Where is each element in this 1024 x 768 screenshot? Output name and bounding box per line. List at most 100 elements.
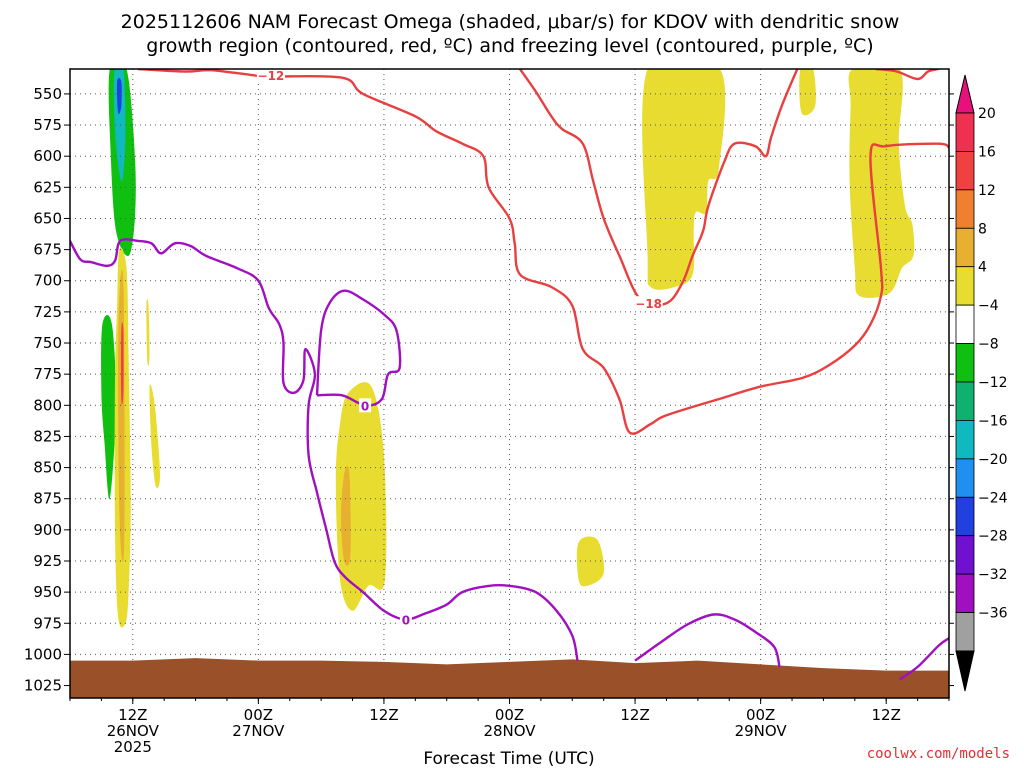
contour-snow-growth-upper-right — [875, 69, 939, 81]
colorbar-segment — [955, 227, 975, 268]
terrain-fill — [70, 658, 949, 698]
colorbar-segment — [955, 266, 975, 306]
y-tick-label: 650 — [33, 209, 62, 227]
contour-label-bg — [634, 296, 663, 311]
contour-layer — [70, 69, 949, 681]
chart-title-line-2: growth region (contoured, red, ºC) and f… — [146, 35, 873, 57]
colorbar: 20 16 12 8 4 −4 −8 −12 −16 −20 −24 −28 −32 −36 — [955, 74, 1008, 692]
contour-snow-growth-minus12 — [137, 69, 949, 435]
y-axis: 550 575 600 625 650 675 700 725 750 775 800 825 850 8… — [24, 85, 954, 695]
contour-snow-growth-minus18 — [519, 69, 799, 307]
contour-label-bg — [256, 68, 285, 83]
y-tick-label: 800 — [33, 396, 62, 414]
x-tick-label: 00Z — [495, 706, 524, 724]
colorbar-segment — [955, 381, 975, 421]
colorbar-label: 4 — [978, 260, 987, 276]
omega-region-descent-29nov-a — [642, 69, 726, 290]
y-tick-label: 625 — [33, 178, 62, 196]
y-tick-label: 600 — [33, 147, 62, 165]
y-tick-label: 700 — [33, 272, 62, 290]
y-tick-label: 725 — [33, 303, 62, 321]
chart-title-line-1: 2025112606 NAM Forecast Omega (shaded, μ… — [121, 11, 900, 33]
omega-region-descent-26nov-side — [146, 299, 150, 366]
colorbar-label: 8 — [978, 221, 987, 237]
y-tick-label: 850 — [33, 459, 62, 477]
colorbar-segment — [955, 420, 975, 460]
y-tick-label: 825 — [33, 427, 62, 445]
colorbar-label: −28 — [978, 529, 1008, 545]
y-tick-label: 975 — [33, 614, 62, 632]
colorbar-segment — [955, 151, 975, 191]
colorbar-label: −24 — [978, 490, 1008, 506]
x-tick-label: 29NOV — [735, 722, 788, 740]
omega-region-ascent-26nov-lower — [101, 314, 117, 500]
colorbar-label: −8 — [978, 337, 999, 353]
contour-label-freezing-level-loop: 0 — [361, 399, 369, 413]
plot-background — [70, 69, 949, 698]
x-tick-label: 26NOV — [107, 722, 160, 740]
colorbar-label: 16 — [978, 144, 996, 160]
omega-region-ascent-26nov-upper-peak — [116, 77, 122, 115]
colorbar-label: 12 — [978, 183, 996, 199]
colorbar-segment — [955, 343, 975, 383]
omega-region-descent-29nov-b — [799, 69, 816, 116]
y-tick-label: 575 — [33, 116, 62, 134]
y-tick-label: 750 — [33, 334, 62, 352]
y-tick-label: 925 — [33, 552, 62, 570]
omega-region-ascent-26nov-upper-core — [113, 69, 126, 182]
colorbar-segment — [955, 496, 975, 537]
contour-label-bg — [359, 398, 372, 413]
colorbar-segment — [955, 304, 975, 344]
colorbar-label: −32 — [978, 567, 1008, 583]
contour-label-snow-growth-minus12: −12 — [258, 69, 285, 83]
colorbar-label: −16 — [978, 413, 1008, 429]
x-tick-label: 00Z — [746, 706, 775, 724]
omega-shading-layer — [101, 69, 915, 628]
credit-text: coolwx.com/models — [867, 746, 1010, 762]
x-tick-label: 00Z — [244, 706, 273, 724]
omega-region-descent-29nov-c — [848, 69, 915, 298]
x-tick-label: 27NOV — [232, 722, 285, 740]
terrain-layer — [70, 658, 949, 698]
omega-region-descent-27nov-core — [341, 465, 351, 566]
colorbar-label: −36 — [978, 606, 1008, 622]
colorbar-segment — [955, 535, 975, 575]
colorbar-label: 20 — [978, 106, 996, 122]
colorbar-label: −4 — [978, 298, 999, 314]
colorbar-label: −20 — [978, 452, 1008, 468]
contour-freezing-level-29nov — [634, 613, 781, 668]
x-tick-label: 2025 — [114, 738, 152, 756]
colorbar-segment — [955, 112, 975, 152]
colorbar-segment — [955, 189, 975, 229]
colorbar-segment — [955, 612, 975, 652]
omega-region-descent-26nov-peak — [121, 322, 124, 405]
y-tick-label: 550 — [33, 85, 62, 103]
contour-freezing-level-right — [899, 637, 949, 681]
contour-freezing-level-main — [70, 238, 579, 661]
y-tick-label: 775 — [33, 365, 62, 383]
colorbar-label: −12 — [978, 375, 1008, 391]
x-axis-label: Forecast Time (UTC) — [423, 749, 594, 768]
x-tick-label: 12Z — [118, 706, 147, 724]
colorbar-segment — [955, 573, 975, 613]
contour-label-bg — [399, 612, 412, 627]
y-tick-label: 675 — [33, 241, 62, 259]
y-tick-label: 900 — [33, 521, 62, 539]
omega-region-descent-26nov-side2 — [149, 384, 161, 488]
y-tick-label: 1000 — [24, 645, 62, 663]
x-tick-label: 12Z — [620, 706, 649, 724]
x-tick-label: 12Z — [872, 706, 901, 724]
y-tick-label: 1025 — [24, 677, 62, 695]
colorbar-bottom-arrow — [955, 650, 975, 692]
contour-label-snow-growth-minus18: −18 — [635, 297, 662, 311]
contour-label-layer: −12 −18 0 0 — [256, 68, 663, 628]
y-tick-label: 875 — [33, 490, 62, 508]
plot-area: −12 −18 0 0 — [69, 68, 950, 699]
colorbar-segment — [955, 458, 975, 498]
x-tick-label: 28NOV — [483, 722, 536, 740]
y-tick-label: 950 — [33, 583, 62, 601]
x-tick-label: 12Z — [369, 706, 398, 724]
contour-label-freezing-level-main: 0 — [402, 614, 410, 628]
